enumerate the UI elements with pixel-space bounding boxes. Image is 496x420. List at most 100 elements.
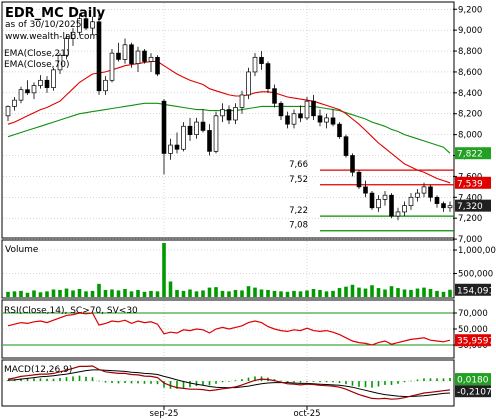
volume-bar <box>344 286 348 297</box>
candle-body <box>311 100 316 117</box>
macd-histogram-bar <box>436 378 438 382</box>
volume-bar <box>84 291 88 297</box>
candle-body <box>369 192 375 209</box>
candle-body <box>200 121 206 131</box>
candle-body <box>259 56 264 64</box>
volume-bar <box>45 291 49 297</box>
macd-histogram-bar <box>299 381 302 383</box>
macd-histogram-bar <box>39 378 42 382</box>
volume-bar <box>19 290 23 297</box>
macd-histogram-bar <box>104 381 107 383</box>
volume-bar <box>188 289 192 297</box>
macd-histogram-bar <box>280 380 282 382</box>
volume-bar <box>357 287 361 297</box>
candle-body <box>90 21 95 29</box>
macd-histogram-bar <box>345 381 347 385</box>
candle-body <box>252 56 258 73</box>
candle-body <box>389 194 394 217</box>
candle-body <box>174 144 180 150</box>
volume-bar <box>441 291 446 297</box>
candle-body <box>291 113 297 125</box>
macd-histogram-bar <box>182 381 185 389</box>
macd-histogram-bar <box>423 378 425 382</box>
price-tick-label: 7,000 <box>458 235 482 245</box>
price-tick-label: 8,800 <box>458 47 482 57</box>
macd-histogram-bar <box>33 378 35 382</box>
macd-histogram-bar <box>416 379 419 382</box>
candle-body <box>278 102 284 117</box>
volume-bar <box>220 290 225 297</box>
volume-bar <box>58 289 62 297</box>
volume-bar <box>305 290 309 297</box>
volume-bar <box>428 289 433 297</box>
candle-body <box>408 196 414 207</box>
candle-body <box>51 69 56 88</box>
macd-histogram-bar <box>189 381 191 388</box>
candle-body <box>31 85 37 94</box>
macd-histogram-bar <box>442 378 445 382</box>
candle-body <box>220 109 225 117</box>
volume-bar <box>136 289 140 297</box>
macd-histogram-bar <box>202 381 204 386</box>
macd-histogram-bar <box>195 381 198 387</box>
volume-bar <box>90 290 95 297</box>
candle-body <box>337 123 342 138</box>
price-tick-label: 9,200 <box>458 5 482 15</box>
price-tick-label: 8,200 <box>458 110 482 120</box>
candle-body <box>402 205 407 213</box>
date-tick-label: sep-25 <box>150 409 179 419</box>
volume-bar <box>155 291 160 297</box>
macd-histogram-bar <box>85 376 87 382</box>
level-label: 7,22 <box>289 206 308 216</box>
macd-histogram-bar <box>163 381 165 388</box>
macd-label: MACD(12,26,9) <box>4 365 72 375</box>
candle-body <box>324 117 329 123</box>
candle-body <box>239 94 245 108</box>
candle-body <box>181 125 186 150</box>
candle-body <box>155 56 160 75</box>
candle-body <box>304 100 310 119</box>
ema-short-label: EMA(Close,21) <box>4 49 69 59</box>
volume-bar <box>253 287 257 297</box>
macd-histogram-bar <box>130 381 133 384</box>
candle-body <box>116 52 121 60</box>
candle-body <box>421 186 427 194</box>
macd-histogram-bar <box>111 381 113 383</box>
volume-bar <box>240 290 244 297</box>
candle-body <box>109 52 115 81</box>
macd-histogram-bar <box>208 381 211 386</box>
candle-body <box>187 125 193 135</box>
candle-body <box>376 199 381 209</box>
macd-histogram-bar <box>371 381 373 388</box>
volume-bar <box>279 291 283 297</box>
candle-body <box>44 79 50 88</box>
candle-body <box>12 99 17 107</box>
macd-histogram-bar <box>358 381 360 387</box>
macd-histogram-bar <box>254 376 256 382</box>
macd-histogram-bar <box>91 377 94 382</box>
volume-bar <box>272 290 277 297</box>
macd-histogram-bar <box>351 381 354 386</box>
volume-bar <box>422 287 426 297</box>
volume-bar <box>181 290 186 297</box>
macd-line <box>7 365 451 400</box>
macd-histogram-bar <box>247 377 250 382</box>
macd-histogram-bar <box>241 379 243 382</box>
volume-bar <box>376 288 381 297</box>
macd-histogram-bar <box>364 381 367 388</box>
macd-histogram-bar <box>156 381 159 385</box>
price-tick-label: 8,000 <box>458 131 482 141</box>
level-label: 7,52 <box>289 175 308 185</box>
macd-histogram-bar <box>26 378 29 382</box>
volume-bar <box>103 289 108 297</box>
macd-histogram-bar <box>72 376 74 382</box>
volume-bar <box>350 284 355 297</box>
volume-tick-label: 500,000 <box>458 270 493 280</box>
rsi-label: RSI(Close,14), SC>70, SV<30 <box>4 306 138 316</box>
macd-histogram-bar <box>338 381 341 383</box>
candle-body <box>233 107 238 121</box>
macd-histogram-bar <box>7 379 9 382</box>
candle-body <box>148 56 154 62</box>
volume-bar <box>259 289 264 297</box>
rsi-line <box>7 312 451 346</box>
